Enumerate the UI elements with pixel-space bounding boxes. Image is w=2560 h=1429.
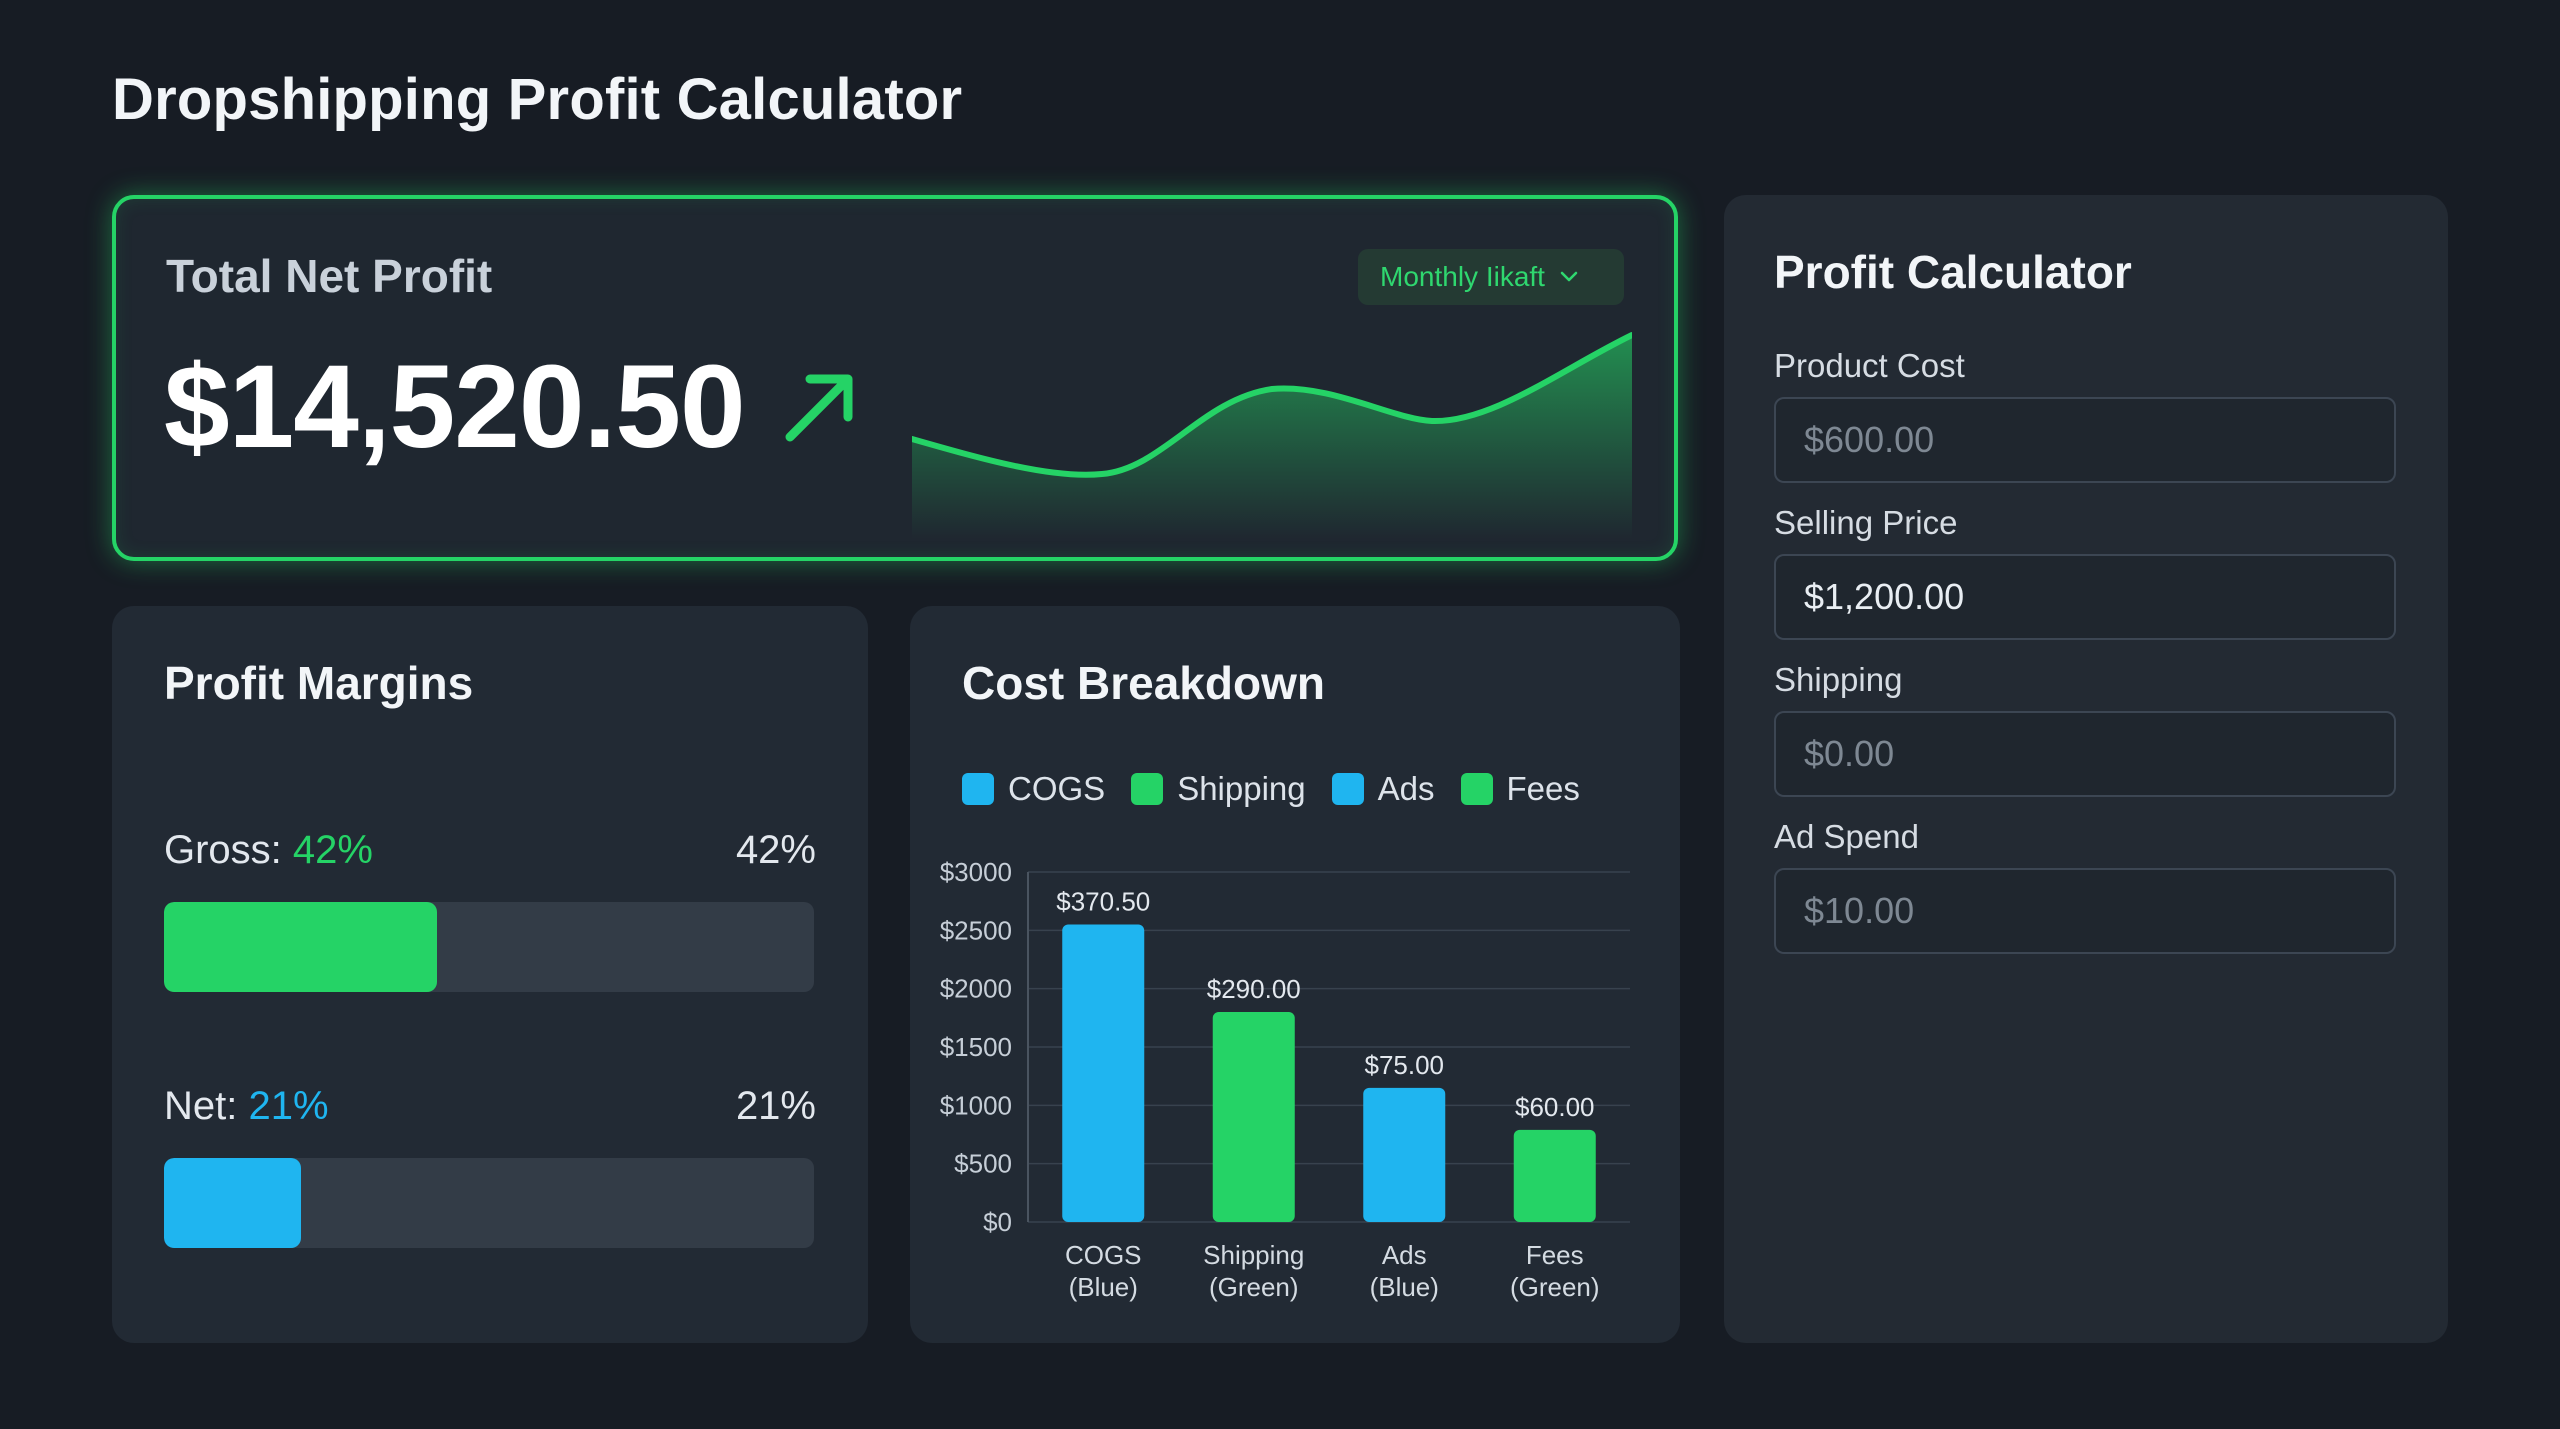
legend-label: Ads <box>1377 770 1435 807</box>
page-title: Dropshipping Profit Calculator <box>112 67 963 132</box>
y-tick-label: $3000 <box>940 857 1012 887</box>
y-tick-label: $1000 <box>940 1090 1012 1120</box>
gross-margin-bar-fill <box>164 902 437 992</box>
legend-swatch <box>1331 773 1364 805</box>
arrow-up-right-icon <box>785 374 853 442</box>
legend-item-ads: Ads <box>1331 770 1435 808</box>
cost-breakdown-chart: $0 $500 $1000 $1500 $2000 $2500 $3000 $370.50 CO… <box>940 857 1630 1302</box>
ad-spend-label: Ad Spend <box>1774 818 1919 855</box>
legend-swatch <box>962 773 994 805</box>
bar-data-label: $60.00 <box>1515 1092 1595 1122</box>
net-profit-label: Total Net Profit <box>166 250 493 302</box>
selling-price-input[interactable] <box>1774 554 2396 640</box>
product-cost-input[interactable] <box>1774 397 2396 483</box>
x-tick-label: Shipping (Green) <box>1203 1240 1304 1302</box>
net-profit-card: Total Net Profit $14,520.50 Monthly Iika… <box>112 195 1678 561</box>
net-margin-bar-fill <box>164 1158 301 1248</box>
gross-margin-value: 42% <box>292 828 373 872</box>
y-tick-label: $2000 <box>940 974 1012 1004</box>
shipping-label: Shipping <box>1774 661 1903 698</box>
shipping-input[interactable] <box>1774 711 2396 797</box>
gross-margin-bar <box>164 902 814 992</box>
profit-trend-sparkline <box>912 332 1632 539</box>
cost-breakdown-title: Cost Breakdown <box>962 657 1325 709</box>
chart-legend: COGS Shipping Ads Fees <box>962 770 1580 808</box>
net-margin-bar <box>164 1158 814 1248</box>
bar-data-label: $370.50 <box>1056 887 1150 917</box>
legend-label: Fees <box>1506 770 1580 807</box>
profit-margins-title: Profit Margins <box>164 657 474 709</box>
legend-label: COGS <box>1008 770 1106 807</box>
chevron-down-icon <box>1560 271 1578 282</box>
profit-calculator-title: Profit Calculator <box>1774 246 2132 298</box>
cost-breakdown-card: Cost Breakdown COGS Shipping Ads Fees $0 $50… <box>910 606 1680 1343</box>
net-margin-value: 21% <box>248 1084 329 1128</box>
product-cost-label: Product Cost <box>1774 347 1965 384</box>
period-dropdown[interactable]: Monthly Iikaft <box>1358 249 1624 305</box>
x-tick-label: Fees (Green) <box>1510 1240 1600 1302</box>
profit-calculator-card: Profit Calculator Product Cost Selling P… <box>1724 195 2448 1343</box>
profit-margins-card: Profit Margins Gross: 42% 42% Net: 21% 2… <box>112 606 868 1343</box>
x-tick-label: COGS (Blue) <box>1065 1240 1142 1302</box>
bar <box>1212 1012 1295 1222</box>
net-profit-value: $14,520.50 <box>164 341 746 473</box>
bar <box>1363 1087 1446 1222</box>
bar <box>1513 1129 1596 1222</box>
legend-swatch <box>1460 773 1493 805</box>
y-tick-label: $2500 <box>940 915 1012 945</box>
y-tick-label: $1500 <box>940 1032 1012 1062</box>
legend-item-cogs: COGS <box>962 770 1105 808</box>
gross-margin-percent: 42% <box>735 828 816 872</box>
selling-price-label: Selling Price <box>1774 504 1958 541</box>
legend-label: Shipping <box>1177 770 1306 807</box>
net-margin-caption: Net: <box>164 1084 238 1128</box>
period-dropdown-label: Monthly Iikaft <box>1380 261 1545 292</box>
bar-data-label: $290.00 <box>1207 974 1301 1004</box>
bar <box>1062 924 1145 1222</box>
ad-spend-input[interactable] <box>1774 868 2396 954</box>
x-tick-label: Ads (Blue) <box>1370 1240 1439 1302</box>
legend-swatch <box>1131 773 1164 805</box>
gross-margin-caption: Gross: <box>164 828 282 872</box>
y-tick-label: $500 <box>954 1149 1012 1179</box>
bar-data-label: $75.00 <box>1364 1050 1444 1080</box>
net-margin-percent: 21% <box>735 1084 816 1128</box>
gross-margin-label: Gross: 42% <box>164 828 373 873</box>
legend-item-fees: Fees <box>1460 770 1580 808</box>
legend-item-shipping: Shipping <box>1131 770 1306 808</box>
y-tick-label: $0 <box>983 1207 1012 1237</box>
net-margin-label: Net: 21% <box>164 1084 329 1129</box>
